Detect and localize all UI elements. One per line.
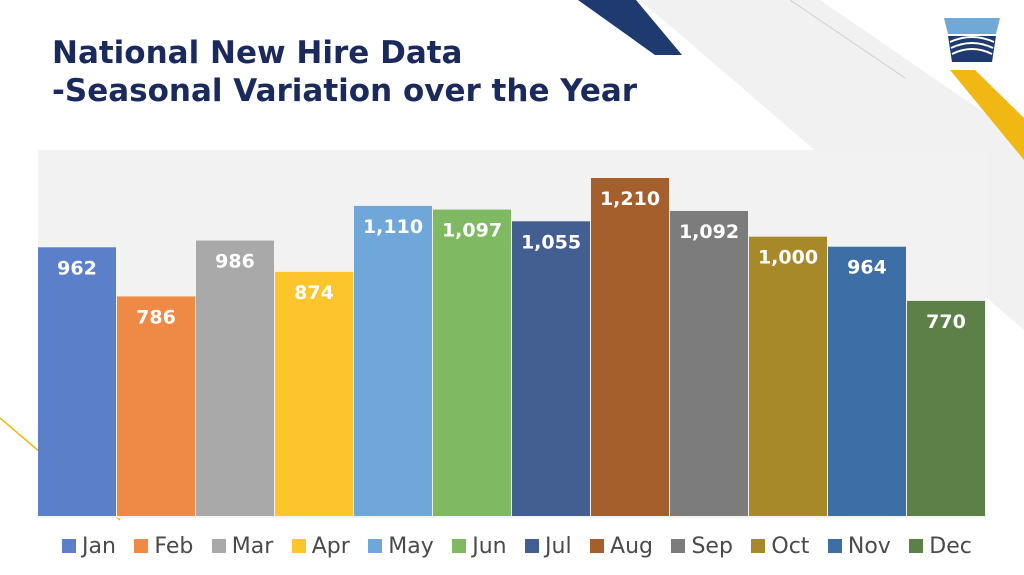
legend-label: Mar [231, 533, 274, 559]
data-label-jan: 962 [57, 257, 97, 279]
bar-oct [749, 236, 827, 516]
data-label-nov: 964 [847, 257, 887, 279]
bar-nov [828, 246, 906, 517]
legend-swatch [751, 539, 766, 553]
legend-item-apr: Apr [291, 533, 350, 559]
bar-feb [117, 296, 195, 516]
page-title: National New Hire Data -Seasonal Variati… [52, 34, 637, 110]
legend-item-jun: Jun [452, 533, 507, 559]
legend-label: Apr [311, 533, 350, 559]
legend-label: Nov [847, 533, 891, 559]
bar-may [354, 205, 432, 516]
legend-swatch [134, 539, 149, 553]
legend-swatch [62, 539, 76, 553]
legend-swatch [590, 539, 605, 553]
legend-item-mar: Mar [211, 533, 274, 559]
data-label-oct: 1,000 [758, 247, 818, 269]
bars-group [38, 178, 985, 517]
legend-label: Oct [771, 533, 810, 559]
bar-jan [38, 247, 116, 516]
data-labels-group: 962 786 986 874 1,110 1,097 1,055 1,210 1,092 1,0… [57, 188, 966, 333]
title-line-2: -Seasonal Variation over the Year [52, 73, 638, 109]
data-label-mar: 986 [215, 251, 255, 273]
legend-swatch [525, 539, 540, 553]
bar-jun [433, 209, 511, 516]
bar-jul [512, 221, 590, 516]
legend-label: Aug [610, 533, 653, 559]
legend-label: Jun [472, 533, 507, 559]
legend-item-may: May [368, 533, 434, 559]
thin-gray-line [789, 0, 906, 79]
legend-label: Jul [545, 533, 572, 559]
legend-label: Dec [929, 533, 972, 559]
data-label-feb: 786 [136, 306, 176, 328]
bar-dec [907, 300, 985, 516]
legend-item-sep: Sep [671, 533, 733, 559]
legend-item-oct: Oct [751, 534, 809, 559]
legend-item-aug: Aug [590, 534, 653, 559]
bar-mar [196, 240, 274, 516]
legend-item-dec: Dec [909, 534, 972, 559]
data-label-dec: 770 [926, 311, 966, 333]
data-label-sep: 1,092 [679, 221, 739, 243]
legend-label: Sep [691, 533, 733, 559]
legend-label: Jan [82, 533, 116, 559]
data-label-jun: 1,097 [442, 220, 502, 242]
legend-swatch [291, 539, 306, 553]
legend-item-jul: Jul [525, 534, 572, 559]
legend-item-jan: Jan [62, 534, 116, 559]
data-label-may: 1,110 [363, 216, 423, 238]
legend-swatch [452, 539, 467, 553]
bar-sep [670, 210, 748, 517]
legend-swatch [827, 539, 842, 553]
legend-label: May [388, 533, 434, 559]
legend-label: Feb [154, 533, 194, 559]
keystone-logo-icon [944, 18, 1000, 62]
legend-item-nov: Nov [827, 533, 891, 559]
bar-aug [591, 178, 669, 516]
legend-swatch [909, 539, 924, 553]
data-label-jul: 1,055 [521, 231, 581, 253]
chart-legend: Jan Feb Mar Apr May Jun Jul Aug Sep Oct Nov Dec [38, 523, 986, 569]
title-line-1: National New Hire Data [52, 35, 463, 71]
data-label-apr: 874 [294, 282, 334, 304]
legend-swatch [211, 539, 226, 553]
gold-stripe [950, 70, 1024, 160]
navy-stripe [578, 0, 682, 55]
legend-swatch [368, 539, 383, 553]
legend-swatch [671, 539, 686, 553]
bar-apr [275, 271, 353, 516]
legend-item-feb: Feb [134, 534, 193, 559]
data-label-aug: 1,210 [600, 188, 660, 210]
